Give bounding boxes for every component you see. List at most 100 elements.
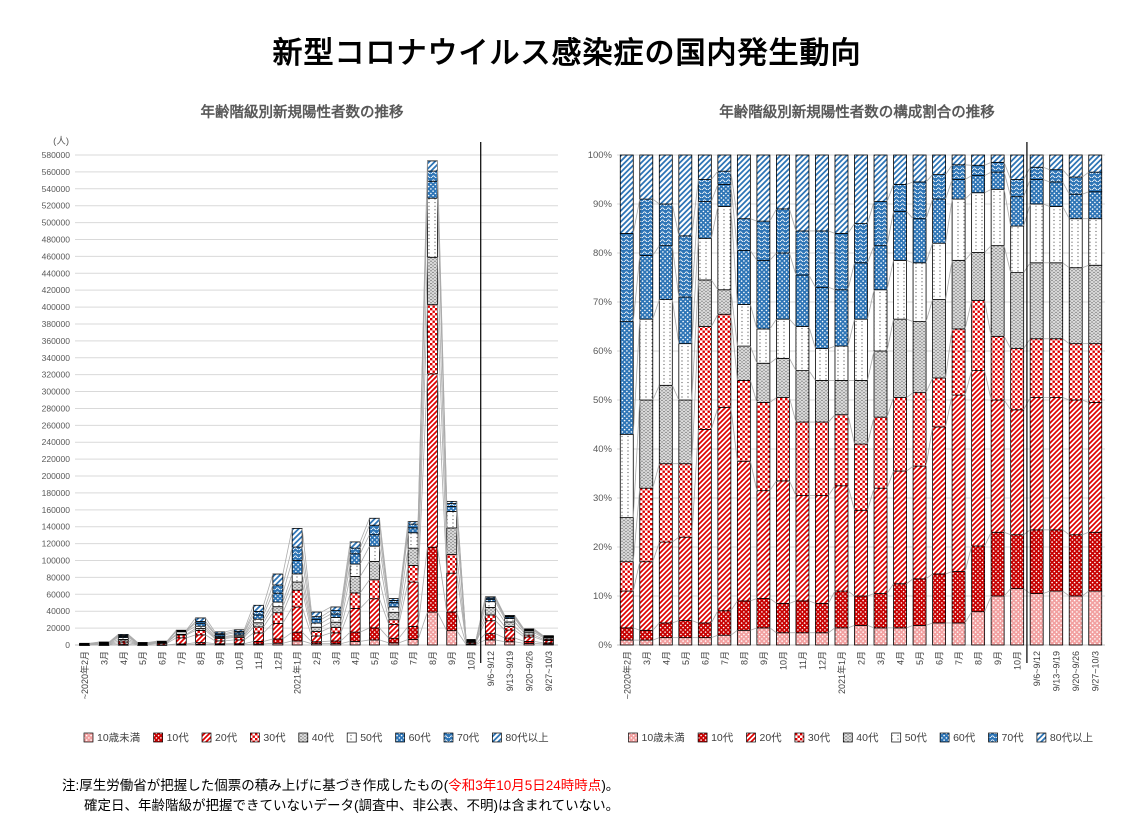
series-line	[1082, 399, 1089, 403]
bar-segment	[504, 629, 516, 639]
bar-segment	[815, 632, 829, 646]
series-line	[769, 598, 777, 604]
bar-segment	[1029, 203, 1044, 264]
bar-segment	[214, 640, 226, 645]
bar-segment	[912, 218, 927, 264]
series-line	[710, 314, 719, 327]
bar-segment	[291, 589, 303, 608]
x-axis-label: 2021年1月	[836, 651, 847, 694]
bar-segment	[1010, 272, 1025, 349]
series-line	[282, 573, 293, 603]
series-line	[964, 370, 973, 396]
x-axis-label: 7月	[720, 651, 730, 665]
series-line	[205, 621, 216, 634]
bar-segment	[971, 154, 986, 166]
bar-segment	[1029, 154, 1044, 168]
series-line	[828, 230, 836, 234]
series-line	[652, 299, 660, 320]
series-line	[1062, 397, 1070, 401]
right-chart: 0% 10% 20% 30% 40% 50% 60% 70% 80% 90% 100% ~2020年2…	[588, 142, 1105, 744]
legend-label: 40代	[312, 732, 335, 744]
series-line	[437, 373, 448, 574]
series-line	[263, 642, 273, 645]
bar-segment	[349, 631, 361, 642]
legend-label: 70代	[1002, 732, 1025, 744]
bar-segment	[349, 576, 361, 594]
bar-segment	[776, 357, 790, 398]
legend-swatch	[988, 732, 998, 743]
bar-segment	[1068, 176, 1083, 195]
series-line	[789, 480, 797, 496]
bar-segment	[388, 637, 400, 644]
series-line	[495, 639, 505, 643]
footnote-text-suffix: )。	[601, 778, 620, 793]
bar-segment	[1088, 191, 1103, 220]
bar-segment	[407, 532, 419, 549]
series-line	[495, 620, 505, 631]
bar-segment	[736, 600, 751, 631]
series-line	[514, 626, 525, 636]
bar-segment	[776, 397, 790, 482]
bar-segment	[776, 318, 790, 359]
bar-segment	[971, 192, 986, 253]
bar-segment	[736, 154, 751, 220]
bar-segment	[912, 465, 927, 580]
bar-segment	[504, 618, 516, 623]
bar-segment	[272, 592, 284, 603]
series-line	[730, 184, 738, 251]
bar-segment	[1010, 196, 1025, 227]
bar-segment	[1068, 218, 1083, 269]
series-line	[867, 417, 875, 445]
y-axis-unit-label: (人)	[53, 136, 69, 147]
x-axis-label: 2月	[312, 651, 322, 665]
y-axis-label: 360000	[42, 336, 71, 346]
x-axis-label: 4月	[661, 651, 671, 665]
series-line	[828, 345, 836, 349]
bar-segment	[990, 245, 1005, 337]
series-line	[128, 640, 138, 645]
series-line	[282, 581, 293, 607]
bar-segment	[427, 611, 438, 646]
bar-segment	[1049, 262, 1064, 340]
series-line	[632, 488, 641, 562]
series-line	[925, 243, 933, 263]
x-axis-label: 11月	[254, 651, 264, 669]
bar-segment	[854, 262, 868, 320]
series-line	[514, 621, 525, 633]
series-line	[398, 626, 409, 639]
series-line	[340, 592, 351, 628]
bar-segment	[369, 579, 380, 600]
series-line	[224, 635, 235, 638]
bar-segment	[717, 170, 732, 185]
series-line	[945, 164, 953, 175]
series-line	[359, 534, 370, 554]
series-line	[945, 395, 953, 428]
x-axis-label: 7月	[177, 651, 187, 665]
series-line	[906, 392, 914, 398]
bar-segment	[369, 524, 380, 536]
series-line	[359, 579, 370, 594]
bar-segment	[330, 613, 342, 618]
series-line	[906, 259, 914, 264]
legend-swatch	[697, 732, 708, 743]
series-line	[906, 578, 914, 585]
bar-segment	[504, 637, 516, 643]
series-line	[533, 642, 544, 645]
series-line	[867, 245, 875, 263]
series-line	[224, 634, 235, 637]
bar-segment	[619, 590, 634, 629]
series-line	[984, 245, 992, 253]
bar-segment	[717, 206, 732, 291]
bar-segment	[446, 511, 458, 529]
series-line	[398, 565, 409, 620]
series-line	[108, 634, 119, 643]
x-axis-label: 2021年1月	[292, 651, 303, 694]
series-line	[847, 414, 855, 445]
series-line	[1003, 531, 1011, 536]
series-line	[769, 208, 777, 222]
bar-segment	[912, 321, 927, 394]
series-line	[456, 501, 467, 640]
series-line	[691, 238, 699, 344]
x-axis-label: 7月	[954, 651, 964, 665]
bar-segment	[330, 606, 342, 611]
